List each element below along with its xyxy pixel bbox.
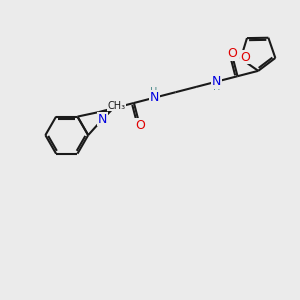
Text: O: O <box>240 51 250 64</box>
Text: CH₃: CH₃ <box>108 101 126 111</box>
Text: O: O <box>135 119 145 132</box>
Text: H: H <box>150 87 158 97</box>
Text: N: N <box>150 91 159 104</box>
Text: N: N <box>212 75 221 88</box>
Text: N: N <box>98 113 107 126</box>
Text: H: H <box>213 82 220 92</box>
Text: O: O <box>227 47 237 60</box>
